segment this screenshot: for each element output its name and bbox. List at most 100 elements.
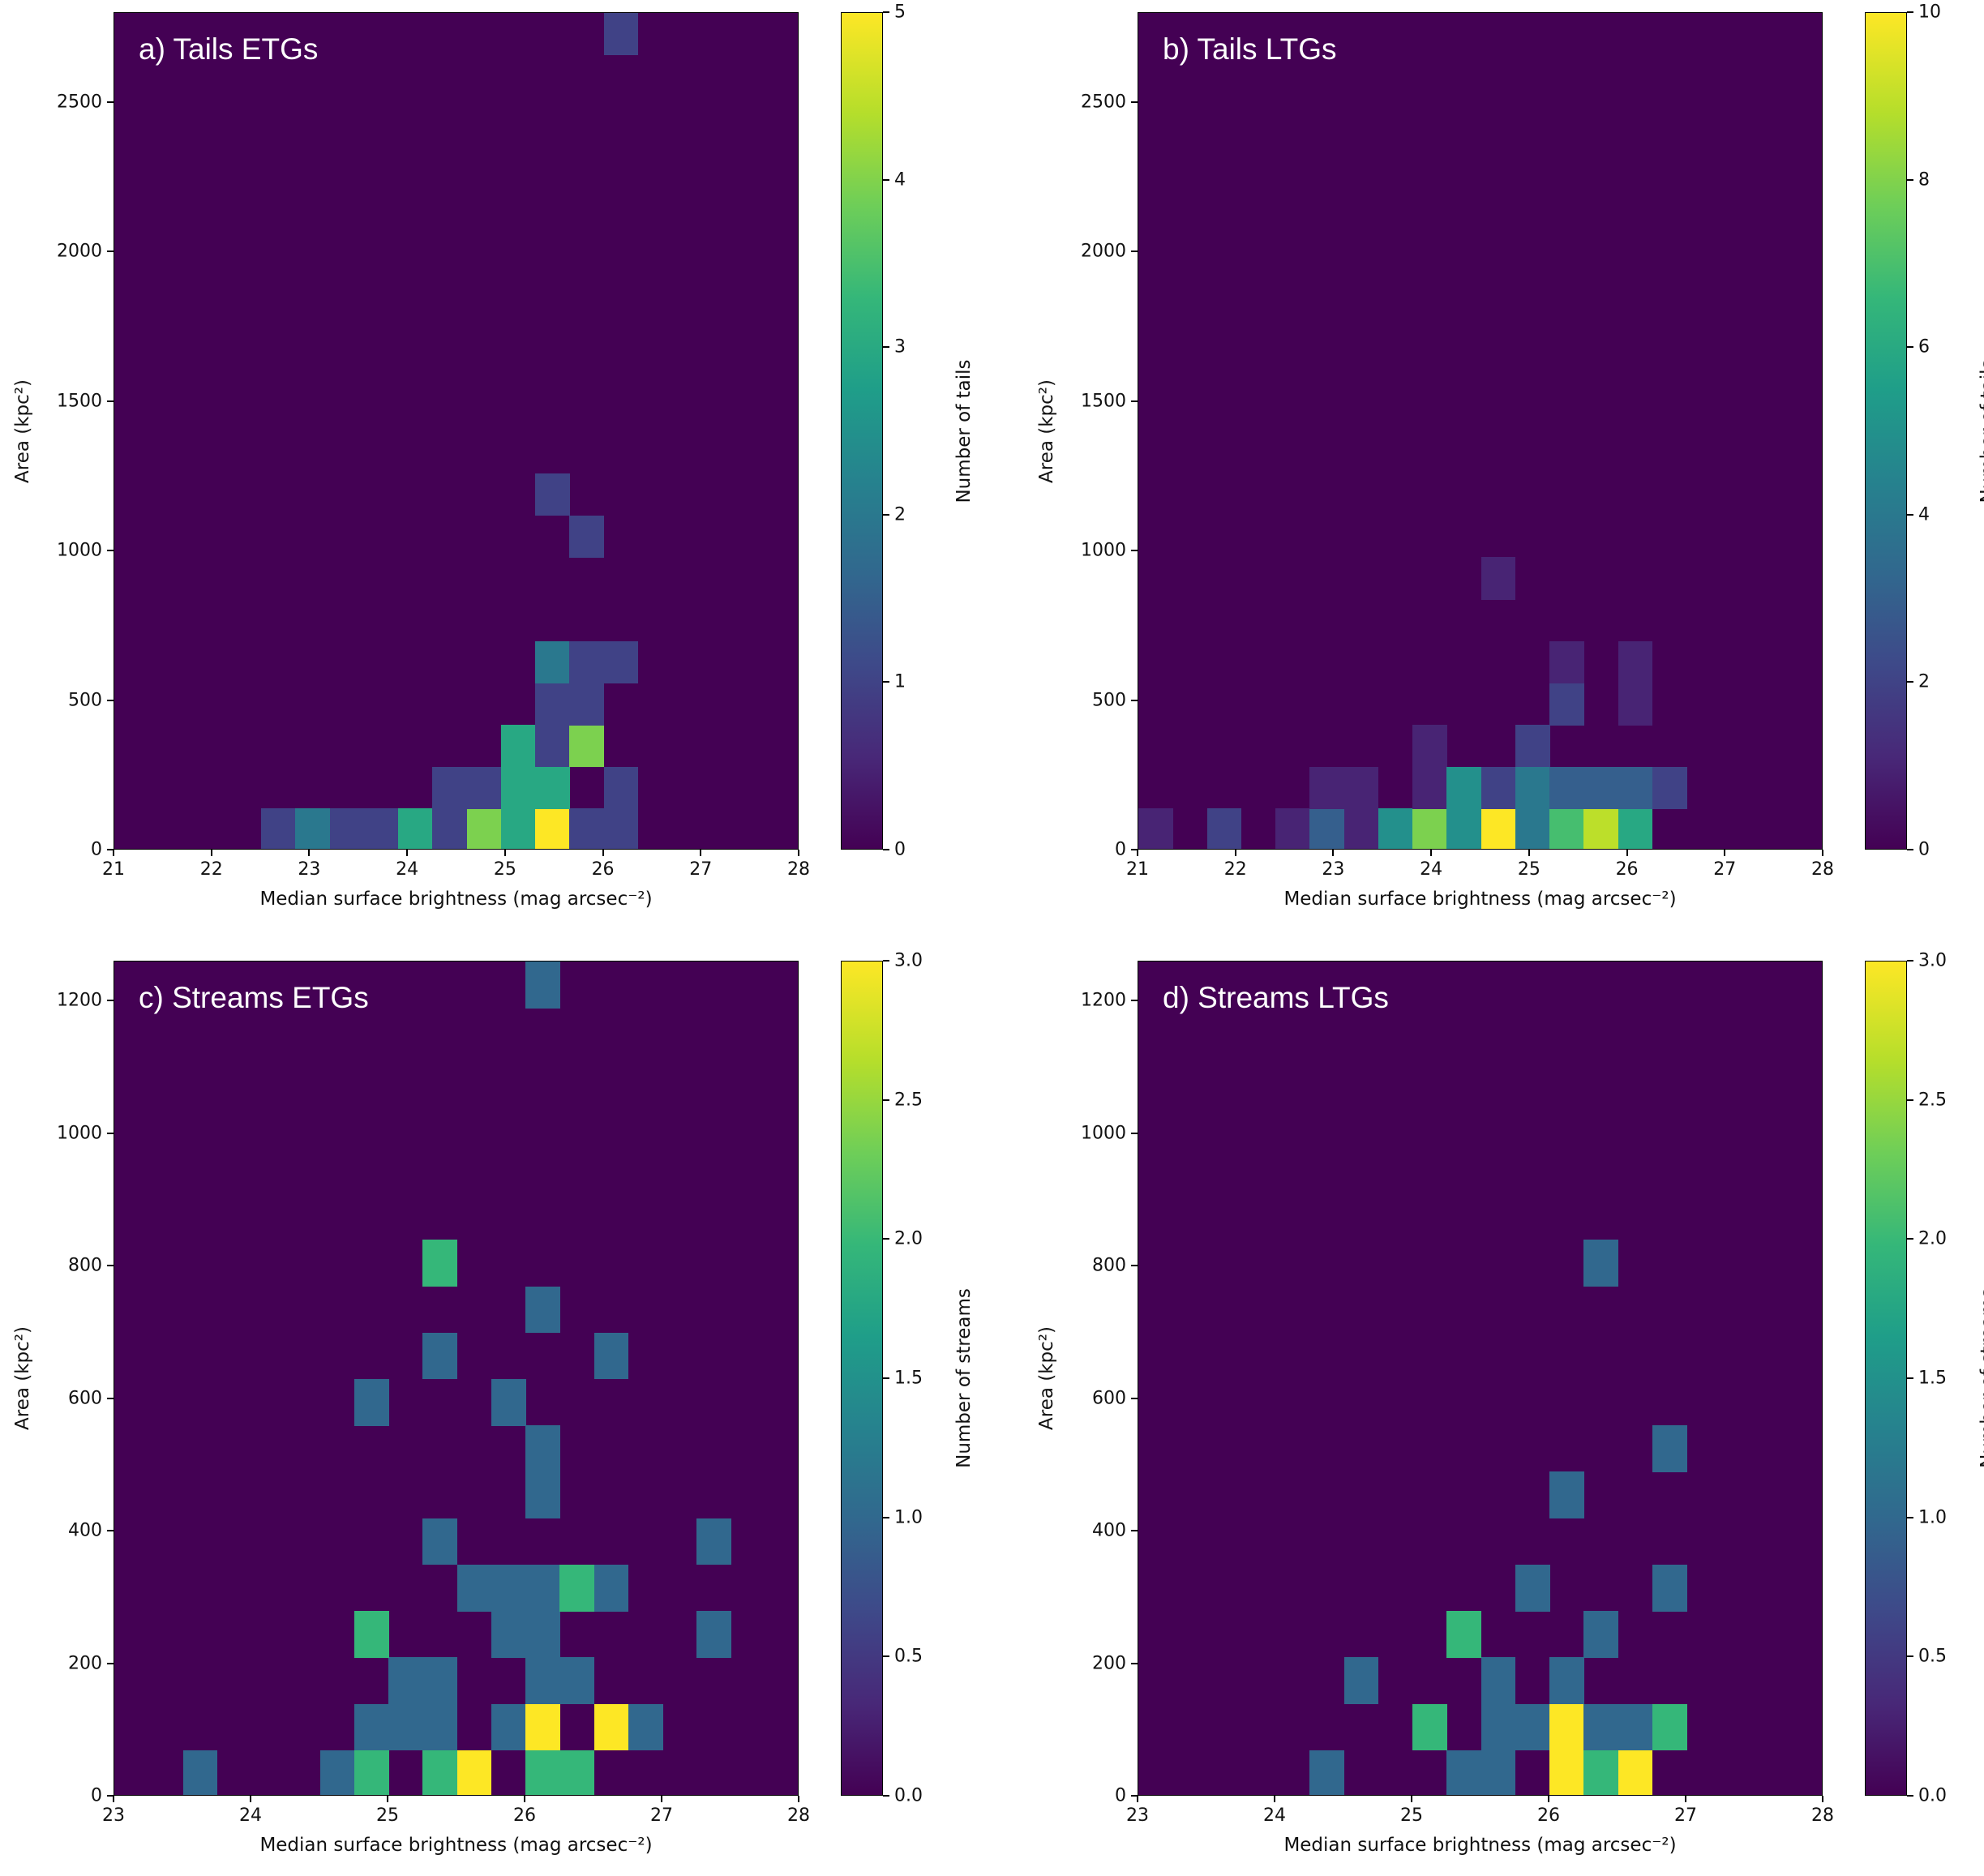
y-tick-label: 800	[1092, 1255, 1126, 1276]
x-tick-mark	[1332, 850, 1335, 856]
heatmap-cell	[535, 473, 570, 516]
colorbar-tick-mark	[883, 11, 889, 13]
x-tick-label: 22	[199, 859, 223, 880]
colorbar-tick-mark	[1907, 681, 1913, 683]
heatmap-cell	[1652, 1564, 1687, 1612]
x-tick-label: 26	[1537, 1805, 1560, 1826]
heatmap-cell	[1515, 1703, 1550, 1751]
heatmap-cell	[1652, 1425, 1687, 1472]
x-tick-mark	[661, 1796, 662, 1802]
heatmap-plot-area: a) Tails ETGs	[114, 12, 799, 850]
colorbar-tick-mark	[883, 960, 889, 962]
colorbar-tick-label: 0.0	[1918, 1785, 1947, 1806]
y-tick-mark	[107, 251, 114, 253]
colorbar-label: Number of streams	[953, 1288, 975, 1468]
heatmap-cell	[1481, 1750, 1516, 1795]
x-tick-mark	[1528, 850, 1530, 856]
x-tick-label: 21	[102, 859, 125, 880]
y-axis-label: Area (kpc²)	[1036, 1326, 1057, 1430]
colorbar-tick-mark	[1907, 849, 1913, 850]
y-tick-label: 400	[1092, 1520, 1126, 1541]
y-tick-label: 1200	[1081, 990, 1126, 1011]
heatmap-cell	[569, 725, 605, 768]
heatmap-cell	[1549, 1703, 1584, 1751]
colorbar-tick-mark	[1907, 11, 1913, 13]
x-tick-mark	[113, 850, 114, 856]
heatmap-cell	[1343, 1657, 1379, 1705]
heatmap-cell	[1583, 1240, 1618, 1287]
x-tick-mark	[1626, 850, 1628, 856]
colorbar-tick-label: 1.5	[1918, 1368, 1947, 1389]
heatmap-cell	[432, 766, 468, 809]
y-tick-mark	[1131, 550, 1138, 552]
heatmap-cell	[593, 1703, 629, 1751]
y-tick-mark	[107, 849, 114, 850]
heatmap-cell	[422, 1657, 457, 1705]
x-tick-label: 22	[1223, 859, 1247, 880]
y-tick-mark	[107, 550, 114, 552]
heatmap-cell	[628, 1703, 663, 1751]
heatmap-cell	[1481, 808, 1516, 849]
heatmap-cell	[1446, 1611, 1481, 1658]
heatmap-cell	[456, 1564, 492, 1612]
x-tick-mark	[1724, 850, 1726, 856]
heatmap-cell	[500, 808, 536, 849]
colorbar-tick-label: 10	[1918, 2, 1941, 23]
colorbar-tick-label: 0	[894, 839, 906, 860]
heatmap-cell	[1549, 640, 1584, 683]
heatmap-cell	[422, 1240, 457, 1287]
y-tick-label: 0	[91, 839, 102, 860]
x-tick-label: 25	[1400, 1805, 1423, 1826]
y-tick-mark	[1131, 101, 1138, 103]
x-axis-label: Median surface brightness (mag arcsec⁻²)	[259, 889, 653, 910]
heatmap-cell	[1549, 683, 1584, 726]
y-tick-mark	[107, 1000, 114, 1002]
y-axis-label: Area (kpc²)	[1036, 379, 1057, 483]
y-tick-mark	[107, 101, 114, 103]
y-tick-label: 1000	[1081, 540, 1126, 561]
x-tick-label: 27	[1674, 1805, 1697, 1826]
y-axis-label: Area (kpc²)	[12, 379, 33, 483]
y-tick-label: 0	[91, 1785, 102, 1806]
heatmap-cell	[295, 808, 331, 849]
heatmap-cell	[1138, 808, 1173, 849]
x-tick-mark	[1234, 850, 1236, 856]
panel-title: d) Streams LTGs	[1163, 981, 1389, 1014]
x-tick-label: 26	[591, 859, 615, 880]
heatmap-cell	[559, 1750, 594, 1795]
y-tick-label: 1000	[57, 1123, 102, 1144]
x-tick-label: 28	[787, 859, 810, 880]
colorbar-label: Number of tails	[953, 358, 975, 503]
heatmap-cell	[1481, 1703, 1516, 1751]
heatmap-cell	[1412, 1703, 1447, 1751]
x-axis-label: Median surface brightness (mag arcsec⁻²)	[1283, 1835, 1677, 1856]
x-tick-label: 25	[376, 1805, 399, 1826]
x-tick-mark	[387, 1796, 388, 1802]
heatmap-cell	[1412, 808, 1447, 849]
x-tick-label: 26	[1615, 859, 1639, 880]
y-tick-mark	[1131, 1132, 1138, 1134]
x-tick-label: 27	[650, 1805, 673, 1826]
heatmap-cell	[1549, 1471, 1584, 1519]
heatmap-cell	[491, 1703, 526, 1751]
heatmap-cell	[569, 515, 605, 558]
heatmap-cell	[1309, 1750, 1344, 1795]
colorbar-tick-mark	[1907, 1516, 1913, 1518]
x-tick-label: 28	[787, 1805, 810, 1826]
y-tick-label: 1200	[57, 990, 102, 1011]
y-tick-mark	[107, 699, 114, 701]
heatmap-cell	[1343, 808, 1379, 849]
colorbar-tick-mark	[1907, 960, 1913, 962]
y-tick-mark	[1131, 251, 1138, 253]
x-tick-mark	[406, 850, 409, 856]
panel-title: c) Streams ETGs	[139, 981, 369, 1014]
x-tick-mark	[1685, 1796, 1686, 1802]
colorbar	[1865, 12, 1907, 850]
y-tick-mark	[1131, 1265, 1138, 1267]
y-tick-mark	[107, 1132, 114, 1134]
heatmap-cell	[525, 1611, 560, 1658]
heatmap-cell	[354, 1750, 389, 1795]
colorbar-tick-mark	[883, 1377, 889, 1379]
heatmap-cell	[466, 766, 502, 809]
x-tick-label: 28	[1811, 1805, 1834, 1826]
